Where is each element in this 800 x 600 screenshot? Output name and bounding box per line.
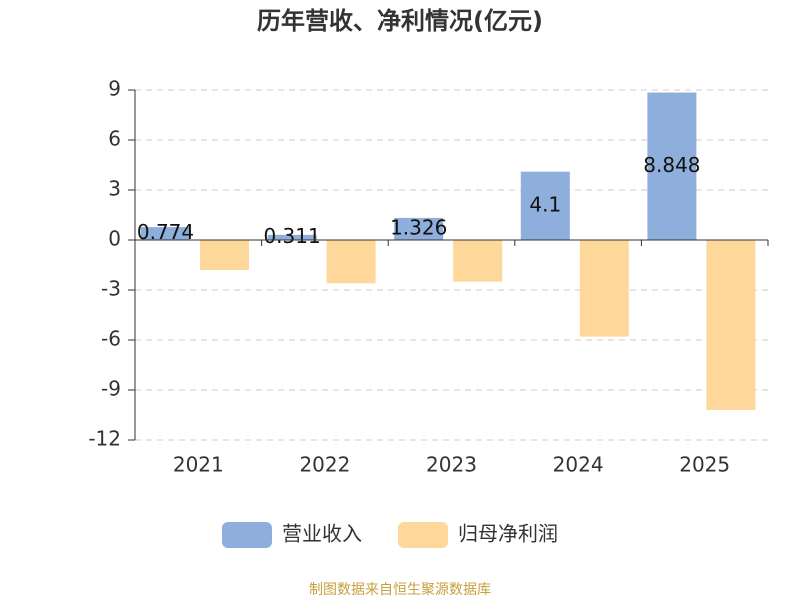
bar xyxy=(453,240,503,282)
bar xyxy=(200,240,249,270)
chart-title: 历年营收、净利情况(亿元) xyxy=(257,7,543,35)
x-tick-label: 2022 xyxy=(299,453,350,477)
bar xyxy=(647,92,697,241)
x-tick-label: 2021 xyxy=(173,453,224,477)
y-tick-label: 0 xyxy=(108,227,121,251)
y-tick-label: -6 xyxy=(101,327,121,351)
data-label: 4.1 xyxy=(529,192,561,216)
data-label: 1.326 xyxy=(390,215,447,239)
legend-label: 营业收入 xyxy=(282,522,362,546)
y-tick-label: 9 xyxy=(108,77,121,101)
y-tick-label: -9 xyxy=(101,377,121,401)
x-tick-label: 2025 xyxy=(679,453,730,477)
legend-swatch xyxy=(398,522,448,548)
legend-swatch xyxy=(222,522,272,548)
x-tick-label: 2023 xyxy=(426,453,477,477)
data-label: 0.311 xyxy=(263,224,320,248)
source-note: 制图数据来自恒生聚源数据库 xyxy=(309,582,491,598)
bar xyxy=(520,171,570,240)
x-tick-label: 2024 xyxy=(553,453,604,477)
y-tick-label: 3 xyxy=(108,177,121,201)
bar xyxy=(706,240,756,410)
bar xyxy=(326,240,376,284)
bar xyxy=(267,234,317,240)
bar xyxy=(141,227,190,240)
y-tick-label: -12 xyxy=(88,427,121,451)
legend-label: 归母净利润 xyxy=(458,522,558,546)
data-label: 8.848 xyxy=(643,153,700,177)
bar xyxy=(394,217,444,240)
y-tick-label: -3 xyxy=(101,277,121,301)
y-tick-label: 6 xyxy=(108,127,121,151)
bar xyxy=(579,240,629,337)
